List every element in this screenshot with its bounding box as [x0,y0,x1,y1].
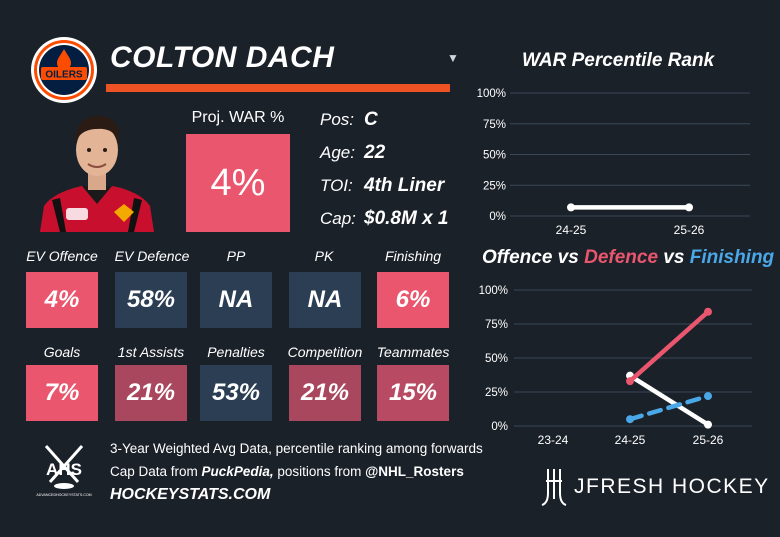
metric-label-competition: Competition [287,344,363,360]
data-point-series [685,203,693,212]
y-tick-label: 75% [483,119,506,131]
y-tick-label: 75% [485,319,508,331]
metric-tile-teammates: 15% [377,365,449,421]
svg-text:OILERS: OILERS [45,70,83,81]
metric-label-pp: PP [226,248,246,264]
metric-label-ev-defence: EV Defence [114,248,190,264]
player-headshot [40,116,154,232]
offence-defence-finishing-chart: 0% 25% 50% 75% 100% 23-24 24-25 25-26 [479,285,752,447]
footer-note-sources: Cap Data from PuckPedia, positions from … [110,464,464,479]
metric-label-1st-assists: 1st Assists [117,344,185,360]
footer-text-mid: positions from [273,464,366,479]
series-line-defence [627,309,711,384]
y-tick-label: 0% [489,211,506,223]
info-key-toi: TOI: [320,176,353,195]
info-key-cap: Cap: [320,209,356,228]
info-key-age: Age: [320,143,355,162]
puckpedia-link[interactable]: PuckPedia, [201,464,274,479]
y-tick-label: 100% [477,88,506,100]
info-value-pos: C [364,109,378,130]
metric-label-penalties: Penalties [207,344,265,360]
series-line-finishing [627,393,711,422]
info-key-pos: Pos: [320,110,355,129]
metric-tile-1st-assists: 21% [115,365,187,421]
x-tick-label: 25-26 [674,223,705,237]
info-value-cap: $0.8M x 1 [364,208,449,229]
brand-name: JFRESH HOCKEY [574,475,770,498]
title-offence: Offence [482,247,553,268]
y-tick-label: 50% [485,353,508,365]
nhl-rosters-link[interactable]: @NHL_Rosters [365,464,464,479]
metric-label-ev-offence: EV Offence [26,248,98,264]
svg-text:AHS: AHS [46,460,82,479]
title-vs-1: vs [552,247,585,268]
metric-tile-competition: 21% [289,365,361,421]
footer-text-pre: Cap Data from [110,464,202,479]
war-percentile-chart: 0% 25% 50% 75% 100% 24-25 25-26 [477,88,750,237]
name-underline [106,84,450,92]
metric-label-teammates: Teammates [376,344,450,360]
info-value-toi: 4th Liner [364,175,445,196]
chart-title-comparison: Offence vs Defence vs Finishing [482,247,774,269]
metric-label-pk: PK [314,248,334,264]
x-tick-label: 24-25 [556,223,587,237]
y-tick-label: 25% [483,180,506,192]
jfresh-brand: JFRESH HOCKEY [540,465,768,509]
data-point-finishing [626,415,634,424]
footer-note-data: 3-Year Weighted Avg Data, percentile ran… [110,441,483,456]
proj-war-label: Proj. WAR % [191,109,285,126]
series-line-offence [627,373,711,427]
data-point-series [567,203,575,212]
title-vs-2: vs [658,247,690,268]
x-tick-label: 24-25 [615,433,646,447]
data-point-offence [704,420,712,429]
proj-war-value: 4% [186,134,290,232]
metric-label-finishing: Finishing [384,248,442,264]
oilers-logo: OILERS [31,37,97,103]
ahs-logo: AHS ADVANCEDHOCKEYSTATS.COM [36,445,92,497]
data-point-defence [704,307,712,316]
x-tick-label: 23-24 [538,433,569,447]
title-finishing: Finishing [689,247,775,268]
metric-label-goals: Goals [43,344,81,360]
hockeystats-link[interactable]: HOCKEYSTATS.COM [110,486,271,503]
metric-tile-ev-offence: 4% [26,272,98,328]
player-name: COLTON DACH [110,41,335,74]
y-tick-label: 100% [479,285,508,297]
y-tick-label: 50% [483,150,506,162]
metric-tile-finishing: 6% [377,272,449,328]
jfresh-logo-icon [541,469,567,506]
y-tick-label: 0% [491,421,508,433]
chevron-down-icon[interactable]: ▼ [447,51,459,65]
chart-title-war: WAR Percentile Rank [522,50,715,71]
data-point-finishing [704,392,712,401]
y-tick-label: 25% [485,387,508,399]
svg-text:ADVANCEDHOCKEYSTATS.COM: ADVANCEDHOCKEYSTATS.COM [36,493,91,497]
metric-tile-pk: NA [289,272,361,328]
metric-tile-pp: NA [200,272,272,328]
title-defence: Defence [584,247,659,268]
metric-tile-penalties: 53% [200,365,272,421]
data-point-defence [626,377,634,386]
metric-tile-ev-defence: 58% [115,272,187,328]
info-value-age: 22 [364,142,386,163]
metric-tile-goals: 7% [26,365,98,421]
x-tick-label: 25-26 [693,433,724,447]
